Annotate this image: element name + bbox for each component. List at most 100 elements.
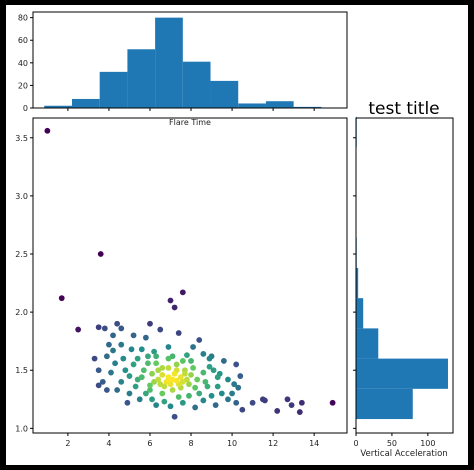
top-histogram-bar: [182, 61, 211, 108]
top-histogram-ytick-label: 60: [18, 36, 28, 45]
scatter-point: [128, 346, 135, 353]
right-histogram-frame: [355, 117, 454, 434]
scatter-point: [231, 381, 238, 388]
scatter-point: [298, 399, 305, 406]
scatter-xtick-label: 14: [309, 439, 319, 448]
scatter-point: [118, 325, 125, 332]
scatter-point: [97, 251, 104, 257]
scatter-point: [147, 382, 153, 389]
top-histogram-ytick-label: 20: [18, 81, 28, 90]
scatter-point: [101, 325, 108, 332]
scatter-point: [200, 397, 207, 404]
scatter-point: [259, 396, 266, 403]
scatter-point: [218, 390, 225, 397]
top-histogram-ytick-label: 0: [23, 104, 28, 113]
scatter-point: [126, 390, 133, 397]
scatter-point: [186, 381, 192, 388]
top-histogram-bar: [238, 103, 266, 108]
scatter-point: [274, 408, 281, 414]
scatter-point: [106, 341, 112, 348]
scatter-point: [145, 353, 151, 360]
scatter-point: [138, 374, 145, 381]
scatter-ytick-label: 3.0: [15, 192, 28, 201]
scatter-point: [169, 387, 176, 393]
scatter-point: [58, 295, 65, 302]
scatter-point: [196, 390, 203, 397]
right-histogram-xtick-label: 0: [353, 439, 358, 448]
right-histogram-bar: [356, 388, 413, 420]
scatter-point: [136, 396, 143, 403]
scatter-point: [214, 383, 221, 390]
scatter-xtick-label: 6: [147, 439, 152, 448]
scatter-point: [188, 358, 194, 364]
top-histogram-bar: [99, 71, 128, 108]
scatter-point: [151, 348, 157, 355]
scatter-point: [196, 337, 203, 343]
top-histogram-ytick-label: 40: [18, 59, 28, 68]
scatter-point: [225, 396, 231, 403]
scatter-point: [91, 355, 98, 362]
scatter-point: [220, 358, 227, 364]
scatter-ytick-label: 1.0: [15, 424, 28, 433]
scatter-point: [208, 392, 215, 399]
scatter-point: [44, 127, 51, 134]
scatter-point: [99, 378, 106, 385]
scatter-frame: [32, 117, 348, 434]
top-histogram-bars: [44, 17, 322, 109]
scatter-point: [122, 367, 129, 374]
scatter-point: [161, 398, 168, 405]
scatter-ticks: 2 4 6 8 10 12 14 1.0 1.5 2.0 2.5 3.0 3.5: [15, 134, 319, 448]
scatter-point: [200, 369, 207, 376]
scatter-point: [95, 324, 102, 331]
scatter-point: [284, 396, 291, 403]
scatter-point: [110, 332, 116, 339]
scatter-point: [159, 390, 166, 397]
scatter-point: [188, 371, 194, 378]
scatter-point: [124, 399, 131, 406]
scatter-point: [157, 326, 164, 333]
scatter-xtick-label: 8: [188, 439, 193, 448]
scatter-point: [190, 344, 196, 350]
scatter-point: [167, 403, 174, 410]
scatter-point: [194, 376, 201, 383]
scatter-point: [75, 326, 82, 333]
top-histogram: 0 20 40 60 80 Flare Time: [18, 11, 348, 127]
scatter-point: [175, 394, 182, 400]
scatter-point: [114, 320, 121, 327]
main-scatter: 2 4 6 8 10 12 14 1.0 1.5 2.0 2.5 3.0 3.5: [15, 117, 348, 448]
scatter-point: [206, 363, 213, 370]
scatter-point: [159, 371, 166, 378]
scatter-point: [186, 392, 192, 399]
scatter-point: [134, 355, 141, 362]
scatter-point: [225, 376, 231, 383]
scatter-point: [184, 352, 190, 359]
scatter-point: [110, 347, 116, 354]
scatter-point: [126, 373, 133, 379]
scatter-point: [173, 361, 180, 368]
scatter-point: [147, 387, 153, 393]
right-histogram-xtick-label: 100: [420, 439, 435, 448]
scatter-point: [237, 373, 244, 379]
scatter-point: [130, 361, 137, 368]
right-histogram-bar: [356, 298, 364, 329]
scatter-points: [44, 127, 336, 420]
scatter-point: [142, 390, 149, 397]
scatter-xtick-label: 2: [65, 439, 70, 448]
scatter-point: [155, 376, 162, 383]
scatter-point: [140, 367, 147, 374]
scatter-point: [206, 355, 213, 362]
top-histogram-bar: [155, 17, 183, 109]
scatter-point: [169, 376, 176, 383]
scatter-point: [103, 387, 110, 393]
scatter-point: [159, 365, 166, 371]
scatter-point: [212, 402, 219, 409]
scatter-point: [171, 370, 178, 377]
scatter-point: [296, 409, 303, 415]
scatter-ytick-label: 2.0: [15, 308, 28, 317]
scatter-point: [233, 399, 240, 406]
scatter-point: [167, 297, 174, 304]
right-histogram-bar: [356, 358, 448, 389]
scatter-point: [95, 382, 102, 389]
top-histogram-bar: [44, 105, 72, 108]
